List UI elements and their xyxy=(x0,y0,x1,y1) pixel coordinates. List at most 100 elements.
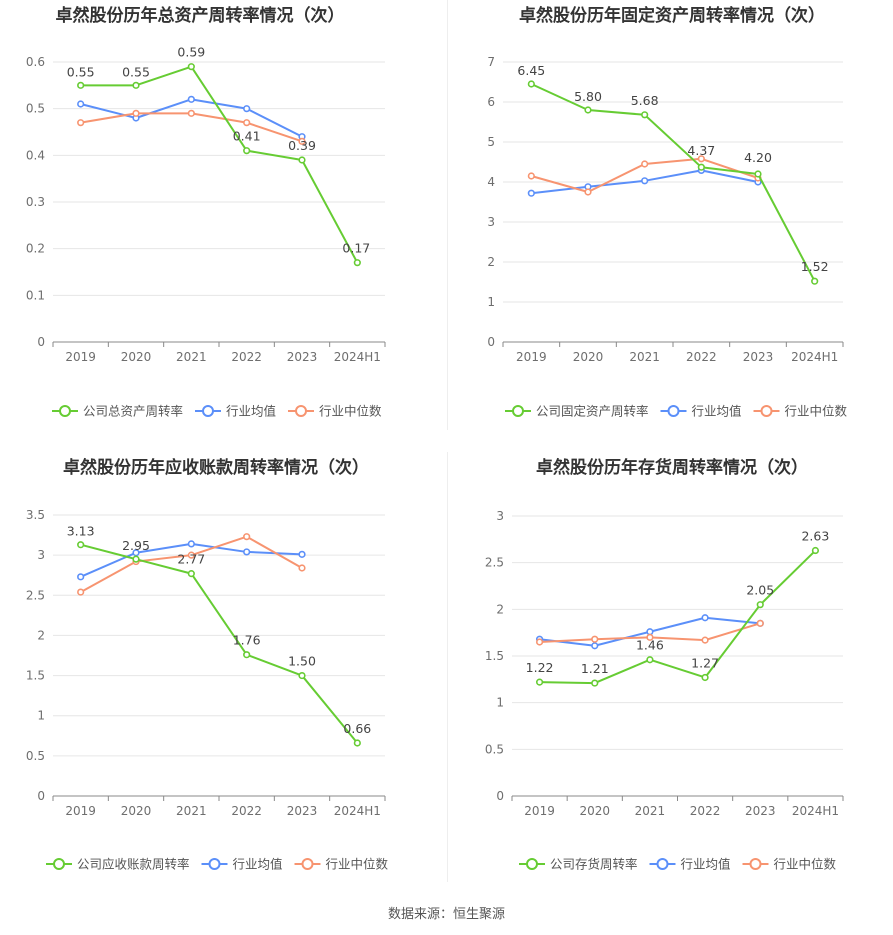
data-point[interactable] xyxy=(243,548,251,556)
legend-item[interactable]: 公司存货周转率 xyxy=(519,857,638,872)
data-point[interactable] xyxy=(298,550,306,558)
data-point[interactable] xyxy=(187,95,195,103)
data-point[interactable] xyxy=(243,651,251,659)
legend-marker-icon xyxy=(59,405,71,417)
data-point[interactable] xyxy=(243,147,251,155)
data-point[interactable] xyxy=(77,541,85,549)
legend-item[interactable]: 公司固定资产周转率 xyxy=(505,404,649,419)
data-point[interactable] xyxy=(527,80,535,88)
data-point[interactable] xyxy=(132,549,140,557)
data-point[interactable] xyxy=(243,533,251,541)
data-point[interactable] xyxy=(646,656,654,664)
data-point[interactable] xyxy=(132,555,140,563)
data-point[interactable] xyxy=(77,588,85,596)
chart-title: 卓然股份历年固定资产周转率情况（次） xyxy=(519,5,825,26)
y-tick-label: 2 xyxy=(487,255,495,269)
data-point[interactable] xyxy=(697,155,705,163)
data-point[interactable] xyxy=(811,277,819,285)
data-point[interactable] xyxy=(353,259,361,267)
data-point[interactable] xyxy=(132,109,140,117)
x-tick-label: 2020 xyxy=(121,350,152,364)
data-point[interactable] xyxy=(298,156,306,164)
legend-label: 行业中位数 xyxy=(319,404,382,419)
vertical-divider-lower xyxy=(447,452,448,882)
y-tick-label: 2.5 xyxy=(485,556,504,570)
data-point[interactable] xyxy=(641,177,649,185)
legend-item[interactable]: 行业中位数 xyxy=(288,404,382,419)
data-point[interactable] xyxy=(77,573,85,581)
data-point[interactable] xyxy=(187,540,195,548)
legend-item[interactable]: 公司总资产周转率 xyxy=(52,404,183,419)
y-tick-label: 7 xyxy=(487,55,495,69)
data-label: 1.21 xyxy=(581,661,609,676)
legend-label: 行业中位数 xyxy=(785,404,848,419)
data-point[interactable] xyxy=(187,109,195,117)
data-point[interactable] xyxy=(187,570,195,578)
data-point[interactable] xyxy=(77,81,85,89)
data-point[interactable] xyxy=(591,635,599,643)
x-tick-label: 2019 xyxy=(65,804,96,818)
data-point[interactable] xyxy=(298,671,306,680)
data-point[interactable] xyxy=(584,188,592,196)
data-label: 6.45 xyxy=(517,63,545,78)
y-tick-label: 1 xyxy=(487,295,495,309)
legend-item[interactable]: 行业中位数 xyxy=(753,404,848,419)
chart-4: 卓然股份历年存货周转率情况（次） 0 0.5 1 1.5 2 2.5 3 2019 2020 202… xyxy=(485,457,844,872)
data-point[interactable] xyxy=(298,137,306,145)
legend-item[interactable]: 行业均值 xyxy=(660,404,742,419)
legend-item[interactable]: 公司应收账款周转率 xyxy=(46,857,190,872)
data-point[interactable] xyxy=(527,189,535,197)
data-point[interactable] xyxy=(353,739,361,747)
data-point[interactable] xyxy=(701,614,709,622)
legend-item[interactable]: 行业均值 xyxy=(201,857,283,872)
legend-item[interactable]: 行业中位数 xyxy=(294,857,389,872)
data-point[interactable] xyxy=(535,638,544,646)
series-line-median xyxy=(80,112,303,143)
data-point[interactable] xyxy=(243,119,251,127)
data-point[interactable] xyxy=(811,546,820,555)
data-point[interactable] xyxy=(756,619,764,627)
data-label: 0.39 xyxy=(288,138,316,153)
y-tick-label: 1.5 xyxy=(485,649,504,663)
data-point[interactable] xyxy=(591,642,599,650)
data-point[interactable] xyxy=(77,100,85,108)
y-tick-label: 1 xyxy=(496,696,504,710)
data-point[interactable] xyxy=(584,106,592,114)
legend-item[interactable]: 行业中位数 xyxy=(742,857,837,872)
data-point[interactable] xyxy=(697,163,705,171)
data-point[interactable] xyxy=(641,111,649,119)
data-point[interactable] xyxy=(187,63,195,71)
data-point[interactable] xyxy=(756,601,764,609)
x-tick-label: 2022 xyxy=(231,350,262,364)
legend-marker-icon xyxy=(295,405,307,417)
data-point[interactable] xyxy=(754,170,762,178)
data-point[interactable] xyxy=(646,633,654,641)
data-label: 3.13 xyxy=(67,524,95,539)
data-source: 数据来源：恒生聚源 xyxy=(387,907,505,922)
data-point[interactable] xyxy=(535,678,544,686)
data-point[interactable] xyxy=(527,172,535,180)
chart-legend: 公司存货周转率 行业均值 行业中位数 xyxy=(519,857,837,872)
vertical-divider xyxy=(447,0,448,430)
legend-item[interactable]: 行业均值 xyxy=(649,857,731,872)
y-tick-label: 0.5 xyxy=(485,742,504,756)
charts-svg: 卓然股份历年总资产周转率情况（次） 0 0.1 0.2 0.3 0.4 0.5 0.6 2019… xyxy=(26,5,848,872)
data-point[interactable] xyxy=(646,628,654,636)
data-point[interactable] xyxy=(77,119,85,127)
legend-label: 行业均值 xyxy=(681,857,731,872)
data-point[interactable] xyxy=(591,679,599,687)
data-point[interactable] xyxy=(641,160,649,168)
data-label: 1.50 xyxy=(288,654,316,669)
data-point[interactable] xyxy=(701,673,709,682)
data-label: 1.76 xyxy=(233,633,261,648)
data-point[interactable] xyxy=(187,551,195,559)
data-point[interactable] xyxy=(243,105,251,113)
y-tick-label: 0 xyxy=(487,335,495,349)
legend-marker-icon xyxy=(760,405,773,417)
data-point[interactable] xyxy=(298,564,306,572)
chart-2: 卓然股份历年固定资产周转率情况（次） 0 1 2 3 4 5 6 7 2019 2020 2021 20… xyxy=(487,5,847,419)
data-point[interactable] xyxy=(132,81,140,89)
data-label: 5.80 xyxy=(574,89,602,104)
data-point[interactable] xyxy=(701,636,709,644)
legend-item[interactable]: 行业均值 xyxy=(195,404,276,419)
